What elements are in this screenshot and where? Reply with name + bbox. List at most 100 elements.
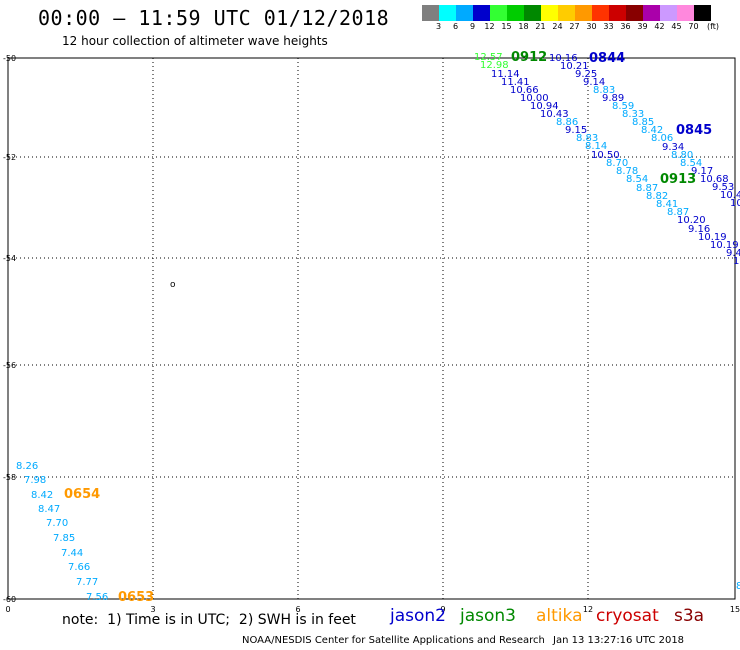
wave-height-reading: 8.82 (646, 191, 668, 202)
credit-line: NOAA/NESDIS Center for Satellite Applica… (242, 635, 545, 646)
wave-height-reading: 9.53 (712, 182, 734, 193)
wave-height-reading: 8.78 (616, 166, 638, 177)
latitude-label: -60 (3, 595, 16, 604)
longitude-label: 12 (583, 605, 593, 614)
color-swatch (575, 5, 592, 21)
satellite-pass-time: 0913 (660, 172, 696, 187)
legend-jason2: jason2 (390, 606, 446, 626)
latitude-label: -50 (3, 54, 16, 63)
color-swatch (439, 5, 456, 21)
color-swatch (456, 5, 473, 21)
map-title: 00:00 — 11:59 UTC 01/12/2018 (38, 6, 390, 30)
color-scale-label: 70 (688, 22, 699, 31)
color-scale-label: 30 (586, 22, 597, 31)
satellite-pass-time: 0654 (64, 487, 100, 502)
map-grid (7, 57, 736, 600)
wave-height-reading: 1 (733, 256, 739, 267)
wave-height-reading: 8.83 (593, 85, 615, 96)
wave-height-reading: 7.44 (61, 548, 83, 559)
wave-height-reading: 8.42 (641, 125, 663, 136)
longitude-label: 3 (150, 605, 155, 614)
satellite-pass-time: 0845 (676, 123, 712, 138)
latitude-label: -54 (3, 254, 16, 263)
wave-height-readings: 12.5712.9810.1610.219.259.148.839.898.59… (16, 52, 740, 603)
wave-height-reading: 9.14 (583, 77, 605, 88)
color-swatch (609, 5, 626, 21)
color-scale-label: 15 (501, 22, 512, 31)
longitude-label: 9 (440, 605, 445, 614)
wave-height-reading: 10.20 (677, 215, 706, 226)
wave-height-reading: 7.85 (53, 533, 75, 544)
footer-note: note: 1) Time is in UTC; 2) SWH is in fe… (62, 612, 356, 628)
color-scale-bar (422, 5, 711, 21)
wave-height-reading: 7.66 (68, 562, 90, 573)
color-scale-label: 27 (569, 22, 580, 31)
legend-altika: altika (536, 606, 583, 626)
color-swatch (660, 5, 677, 21)
wave-height-reading: 10.66 (510, 85, 539, 96)
wave-height-reading: 10.4 (720, 190, 740, 201)
wave-height-reading: 8.33 (622, 109, 644, 120)
color-scale-label: 6 (452, 22, 459, 31)
latitude-label: -58 (3, 473, 16, 482)
color-swatch (592, 5, 609, 21)
wave-height-reading: 7.70 (46, 518, 68, 529)
color-swatch (490, 5, 507, 21)
wave-height-reading: 8.41 (656, 199, 678, 210)
color-scale-labels: 3 6 9 12 15 18 21 24 27 30 33 36 39 42 45 70 (ft) (422, 22, 740, 34)
wave-height-reading: 9.4 (726, 248, 740, 259)
color-scale-label: 36 (620, 22, 631, 31)
color-swatch (643, 5, 660, 21)
latitude-label: -52 (3, 153, 16, 162)
color-swatch (541, 5, 558, 21)
color-scale-label: 45 (671, 22, 682, 31)
wave-height-reading: 9.16 (688, 224, 710, 235)
color-swatch (524, 5, 541, 21)
longitude-label: 0 (5, 605, 10, 614)
color-scale-label: 24 (552, 22, 563, 31)
color-swatch (694, 5, 711, 21)
wave-height-reading: 8.86 (556, 117, 578, 128)
wave-height-reading: 8.85 (632, 117, 654, 128)
satellite-pass-time: 0844 (589, 51, 625, 66)
wave-height-reading: 7.56 (86, 592, 108, 603)
wave-height-reading: 8.80 (671, 150, 693, 161)
color-swatch (422, 5, 439, 21)
wave-height-reading: 12.57 (474, 52, 503, 63)
wave-height-reading: 8.87 (667, 207, 689, 218)
wave-height-reading: 10.50 (591, 150, 620, 161)
wave-height-reading: 9.89 (602, 93, 624, 104)
wave-height-reading: 8.14 (585, 141, 607, 152)
satellite-pass-time: 0912 (511, 50, 547, 65)
longitude-label: 6 (295, 605, 300, 614)
color-swatch (507, 5, 524, 21)
color-scale-label: 18 (518, 22, 529, 31)
wave-height-reading: 11.41 (501, 77, 530, 88)
wave-height-reading: 10.21 (560, 61, 589, 72)
map-axis-labels: -50 -52 -54 -56 -58 -600 3 6 9 12 15 (3, 54, 740, 614)
color-swatch (677, 5, 694, 21)
wave-height-reading: 8.54 (626, 174, 648, 185)
latitude-label: -56 (3, 361, 16, 370)
color-scale-label: 12 (484, 22, 495, 31)
wave-height-reading: 11.14 (491, 69, 520, 80)
wave-height-reading: 10.43 (540, 109, 569, 120)
wave-height-reading: 7.77 (76, 577, 98, 588)
generation-timestamp: Jan 13 13:27:16 UTC 2018 (553, 635, 685, 646)
satellite-track-labels: 0912 0844 0845 0913 0654 0653 o (64, 50, 712, 605)
map-subtitle: 12 hour collection of altimeter wave hei… (62, 34, 328, 48)
wave-height-reading: 8.54 (680, 158, 702, 169)
wave-height-reading: 9.34 (662, 142, 684, 153)
wave-height-reading: 9.15 (565, 125, 587, 136)
wave-height-reading: 9.25 (575, 69, 597, 80)
wave-height-reading: 8.06 (651, 133, 673, 144)
wave-height-reading: 10.19 (698, 232, 727, 243)
wave-height-reading: 8.87 (636, 183, 658, 194)
legend-jason3: jason3 (460, 606, 516, 626)
track-marker: o (170, 280, 176, 290)
color-swatch (558, 5, 575, 21)
wave-height-reading: 12.98 (480, 60, 509, 71)
color-scale-label: 33 (603, 22, 614, 31)
color-scale-label: 3 (435, 22, 442, 31)
